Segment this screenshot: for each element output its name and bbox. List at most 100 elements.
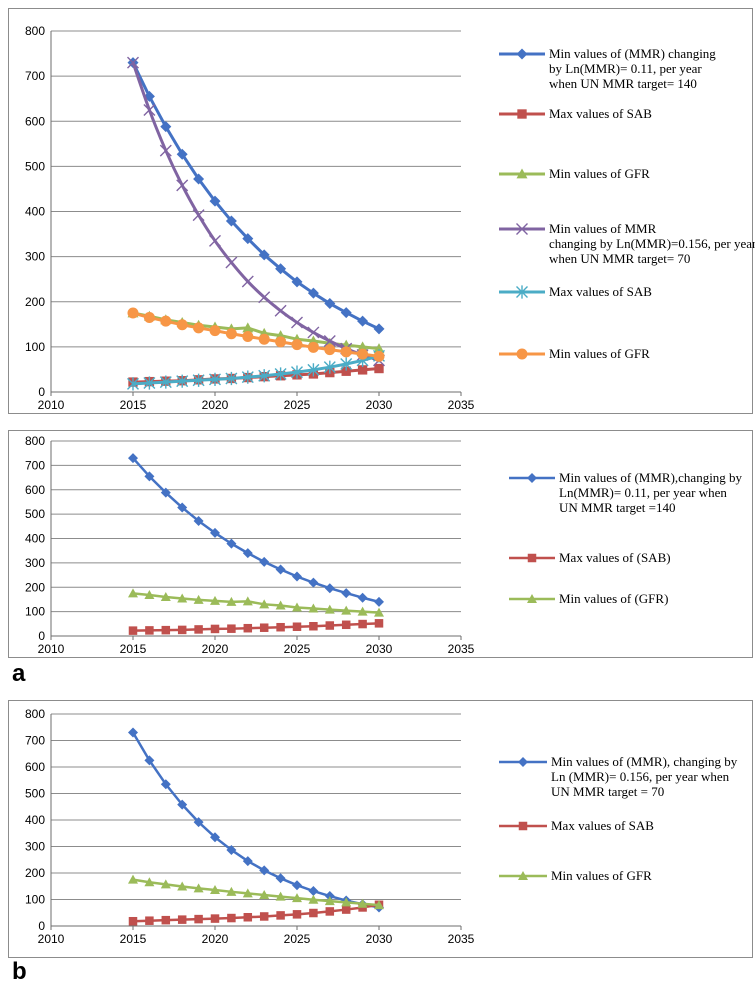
y-tick-label: 800 — [25, 707, 45, 721]
series-2 — [128, 619, 384, 635]
data-point — [160, 879, 171, 889]
data-point — [177, 915, 187, 924]
data-point — [128, 453, 138, 464]
data-point — [176, 148, 188, 160]
legend-entry: Max values of SAB — [499, 818, 654, 833]
data-point — [192, 373, 205, 387]
data-point — [340, 346, 352, 358]
y-tick-label: 200 — [25, 295, 45, 309]
x-tick-label: 2030 — [366, 398, 393, 412]
legend-marker — [527, 594, 537, 603]
series-line — [132, 592, 380, 614]
data-point — [144, 755, 155, 766]
data-point — [225, 328, 237, 340]
data-point — [210, 595, 220, 605]
legend-label: Min values of (MMR) changing by Ln(MMR)= … — [549, 46, 716, 91]
x-tick-label: 2030 — [366, 642, 393, 656]
y-tick-label: 200 — [25, 580, 45, 594]
legend-marker — [518, 757, 528, 767]
data-point — [341, 905, 351, 914]
data-point — [193, 594, 204, 604]
data-point — [291, 316, 303, 329]
legend-label: Min values of GFR — [549, 166, 650, 181]
legend-entry: Min values of GFR — [499, 346, 650, 361]
y-tick-label: 600 — [25, 760, 45, 774]
data-point — [373, 323, 385, 335]
data-point — [243, 623, 253, 633]
legend-marker — [516, 348, 528, 360]
data-point — [323, 360, 336, 374]
legend-label: Max values of SAB — [551, 818, 654, 833]
data-point — [341, 620, 351, 630]
data-point — [160, 487, 171, 498]
data-point — [243, 913, 253, 922]
legend-marker — [516, 285, 528, 299]
y-tick-label: 300 — [25, 556, 45, 570]
x-tick-label: 2030 — [366, 932, 393, 946]
data-point — [308, 886, 319, 897]
y-tick-label: 500 — [25, 159, 45, 173]
data-point — [193, 173, 205, 185]
data-point — [242, 856, 253, 867]
data-point — [193, 817, 204, 828]
y-tick-label: 700 — [25, 734, 45, 748]
data-point — [143, 312, 155, 324]
series-line — [131, 731, 380, 909]
x-tick-label: 2025 — [284, 642, 311, 656]
legend-marker — [527, 553, 537, 563]
data-point — [325, 621, 335, 630]
x-tick-label: 2015 — [120, 932, 147, 946]
data-point — [210, 527, 220, 538]
data-point — [373, 350, 385, 362]
legend-marker — [518, 871, 528, 880]
data-point — [259, 865, 270, 876]
data-point — [176, 319, 188, 331]
data-point — [226, 596, 237, 606]
data-point — [177, 881, 188, 891]
data-point — [275, 564, 286, 575]
legend-entry: Min values of GFR — [499, 868, 652, 883]
y-tick-label: 100 — [25, 893, 45, 907]
data-point — [275, 891, 286, 901]
data-point — [309, 908, 318, 918]
data-point — [274, 304, 287, 317]
data-point — [341, 588, 352, 599]
legend-marker — [518, 821, 528, 831]
data-point — [374, 363, 384, 374]
data-point — [194, 625, 203, 634]
data-point — [357, 341, 369, 352]
data-point — [309, 622, 318, 631]
data-point — [143, 376, 156, 390]
y-tick-label: 300 — [25, 840, 45, 854]
series-line — [132, 311, 380, 358]
legend-label: Min values of MMR changing by Ln(MMR)=0.… — [549, 221, 755, 266]
legend-label: Min values of (MMR), changing by Ln (MMR)… — [551, 754, 738, 799]
data-point — [242, 233, 254, 245]
series-3 — [128, 874, 384, 910]
data-point — [209, 195, 221, 207]
data-point — [292, 880, 302, 891]
series-3 — [128, 588, 384, 617]
data-point — [143, 103, 156, 116]
data-point — [357, 348, 369, 360]
data-point — [227, 624, 236, 633]
data-point — [292, 571, 302, 582]
chart-b-svg: 0 100 200 300 400 500 600 700 800 2010 2015 2020 202… — [25, 707, 738, 946]
data-point — [128, 916, 138, 926]
legend-entry: Min values of MMR changing by Ln(MMR)=0.… — [499, 221, 755, 266]
data-point — [275, 263, 287, 275]
legend-entry: Min values of (MMR) changing by Ln(MMR)= … — [499, 46, 716, 91]
data-point — [128, 626, 138, 635]
y-tick-label: 100 — [25, 605, 45, 619]
x-tick-label: 2020 — [202, 398, 229, 412]
data-point — [357, 606, 368, 616]
data-point — [259, 623, 269, 632]
data-point — [176, 179, 189, 192]
data-point — [145, 626, 154, 635]
x-tick-label: 2035 — [448, 932, 475, 946]
chart-panel-b: 0 100 200 300 400 500 600 700 800 2010 2015 2020 202… — [8, 700, 753, 958]
legend-label: Min values of GFR — [551, 868, 652, 883]
data-point — [225, 256, 238, 269]
series-1 — [127, 57, 385, 335]
data-point — [292, 602, 302, 612]
